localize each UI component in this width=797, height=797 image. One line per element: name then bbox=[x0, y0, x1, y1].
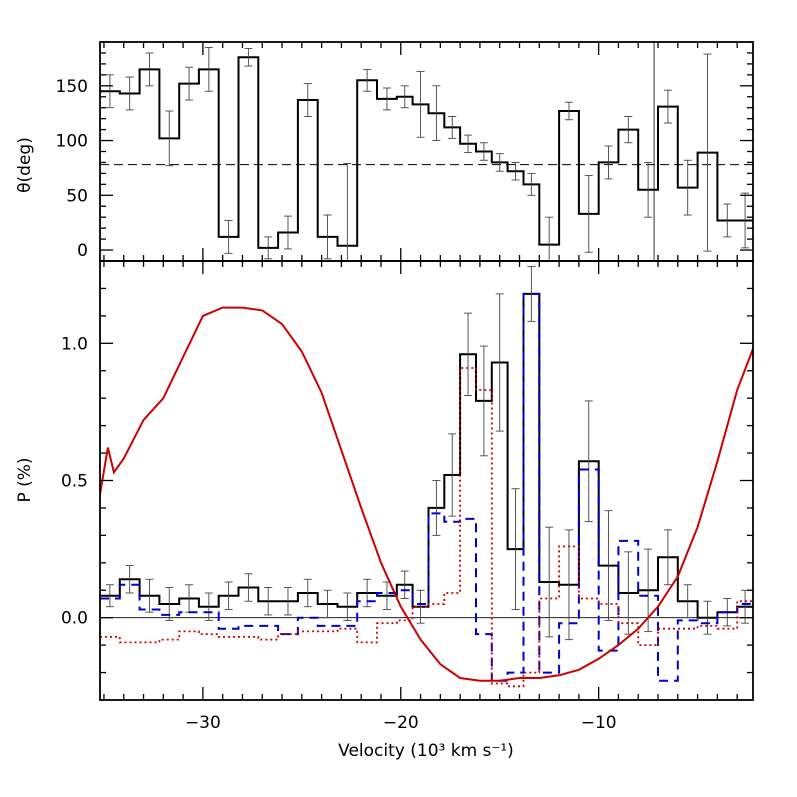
plot-area bbox=[100, 266, 753, 688]
y-axis-label-theta: θ(deg) bbox=[15, 137, 35, 193]
theta-panel: 0 50 100 150 bbox=[56, 41, 754, 262]
y-axis-label-p: P (%) bbox=[15, 457, 35, 502]
y-tick-label: 0.5 bbox=[61, 472, 88, 492]
y-tick-label: 0 bbox=[77, 241, 88, 261]
series-flux-line bbox=[100, 306, 753, 682]
x-tick-label: −30 bbox=[185, 713, 221, 733]
series-theta-steps bbox=[100, 56, 753, 249]
series-q-steps bbox=[100, 292, 753, 682]
y-tick-label: 0.0 bbox=[61, 609, 88, 629]
y-tick-label: 150 bbox=[56, 77, 88, 97]
y-tick-label: 100 bbox=[56, 132, 88, 152]
series-p-total-steps bbox=[100, 292, 753, 619]
x-tick-label: −10 bbox=[581, 713, 617, 733]
x-axis-label: Velocity (10³ km s⁻¹) bbox=[338, 741, 514, 761]
y-tick-label: 1.0 bbox=[61, 334, 88, 354]
plot-area bbox=[100, 42, 753, 261]
polarization-panel: 0.0 0.5 1.0 −30 −20 −10 bbox=[61, 260, 754, 733]
y-tick-label: 50 bbox=[66, 186, 88, 206]
x-tick-label: −20 bbox=[383, 713, 419, 733]
series-u-steps bbox=[100, 367, 753, 688]
